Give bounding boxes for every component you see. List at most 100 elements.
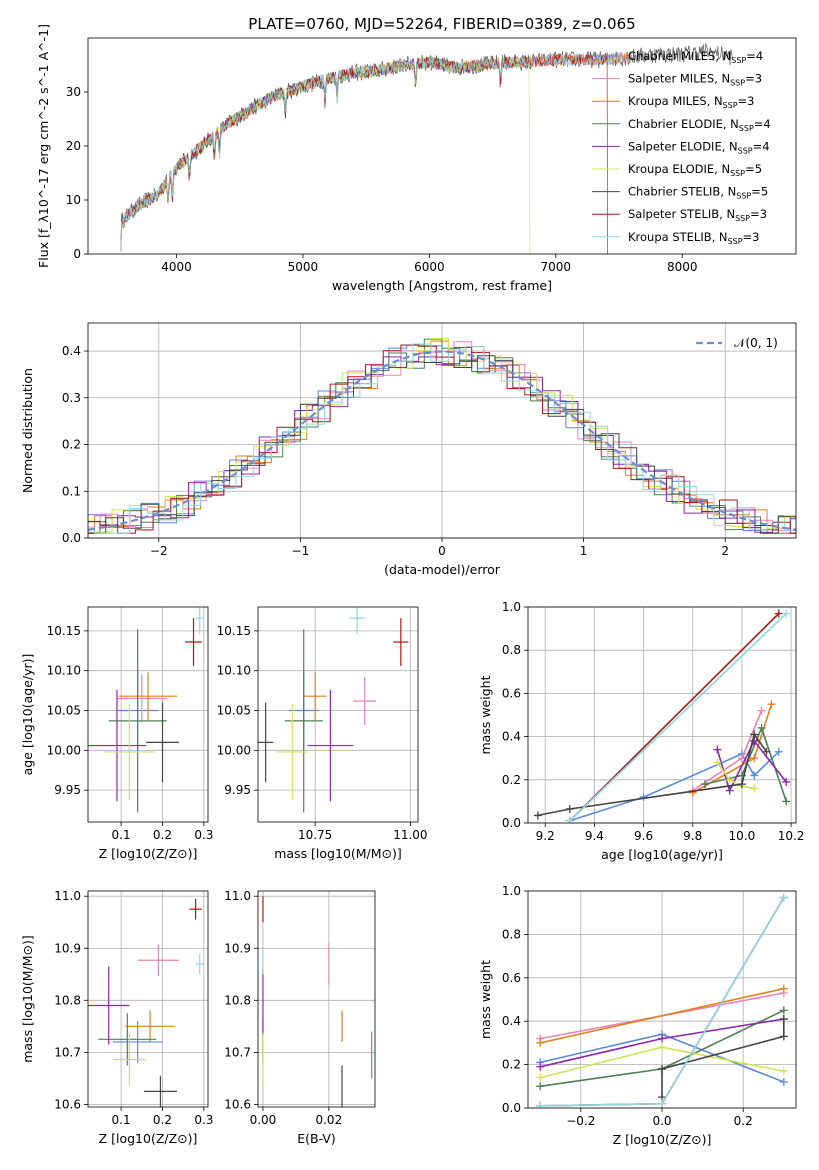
y-tick-label: 30 [66,85,81,99]
y-axis-label: mass weight [478,675,493,754]
legend-entry: Chabrier MILES, NSSP=4 [628,49,763,65]
y-tick-label: 0.4 [62,344,81,358]
weight-line-7 [569,612,780,822]
legend-entry: Kroupa STELIB, NSSP=3 [628,230,759,246]
weight-point-0 [750,771,759,780]
weight-point-6 [750,730,759,739]
x-axis-label: age [log10(age/yr)] [601,847,723,862]
y-tick-label: 1.0 [502,884,521,898]
weight-point-2 [536,1038,545,1047]
spectrum-line-3 [120,56,530,252]
x-tick-label: 6000 [414,260,445,274]
x-tick-label: 5000 [288,260,319,274]
y-tick-label: 11.0 [54,889,81,903]
x-tick-label: 9.8 [683,829,702,843]
y-axis-label: age [log10(age/yr)] [20,654,35,776]
legend: Chabrier MILES, NSSP=4 Salpeter MILES, NS… [592,49,771,246]
weight-point-5 [779,1067,788,1076]
y-tick-label: 10.15 [47,624,81,638]
y-tick-label: 9.95 [224,783,251,797]
y-tick-label: 10.05 [217,704,251,718]
weight-point-1 [757,706,766,715]
weight-point-3 [536,1082,545,1091]
x-axis-label: Z [log10(Z/Z⊙)] [613,1132,712,1147]
weight-point-4 [713,745,722,754]
weight-point-4 [536,1062,545,1071]
plot-area [258,607,409,813]
weight-point-4 [725,786,734,795]
legend-entry: Salpeter ELODIE, NSSP=4 [628,139,770,155]
panel-age_vs_Z: 0.1 0.2 0.3 9.95 10.00 10.05 10.10 10.15 Z [log1… [20,606,213,861]
y-tick-label: 0.4 [502,730,521,744]
y-tick-label: 10 [66,193,81,207]
legend-entry: Kroupa ELODIE, NSSP=5 [628,162,762,178]
x-tick-label: 4000 [161,260,192,274]
y-axis-label: mass weight [478,960,493,1039]
y-tick-label: 0.8 [502,643,521,657]
x-axis-label: wavelength [Angstrom, rest frame] [332,278,552,293]
weight-point-6 [779,1032,788,1041]
weight-point-2 [688,788,697,797]
legend-entry: Chabrier STELIB, NSSP=5 [628,185,768,201]
weight-line-2 [540,987,784,1044]
x-tick-label: −1 [292,544,310,558]
x-tick-label: −0.2 [566,1114,595,1128]
spectrum-line-4 [120,55,530,252]
weight-point-8 [536,1101,545,1108]
x-tick-label: 10.0 [729,829,756,843]
weight-point-7 [774,609,783,618]
x-tick-label: 0.2 [153,828,172,842]
y-tick-label: 9.95 [54,783,81,797]
y-tick-label: 0.1 [62,484,81,498]
y-tick-label: 10.00 [47,743,81,757]
x-tick-label: 0.2 [734,1114,753,1128]
weight-point-6 [658,1064,666,1073]
figure-title: PLATE=0760, MJD=52264, FIBERID=0389, z=0… [248,15,635,33]
weight-point-1 [737,754,746,763]
weight-point-5 [725,775,734,784]
y-tick-label: 11.0 [224,889,251,903]
x-tick-label: 0.1 [112,828,131,842]
y-tick-label: 0.0 [502,816,521,830]
y-tick-label: 10.6 [224,1097,251,1111]
weight-point-3 [782,797,791,806]
x-axis-label: E(B-V) [297,1131,336,1146]
x-tick-label: 0.1 [112,1113,131,1127]
x-tick-label: 11.00 [393,828,427,842]
gaussian-reference-line [88,350,796,531]
plot-frame [257,890,376,1108]
weight-point-5 [713,758,722,767]
weight-point-6 [779,1015,788,1024]
plot-frame [87,37,797,255]
weight-line-6 [537,732,768,817]
plot-frame [527,606,797,824]
y-tick-label: 0 [73,247,81,261]
plot-area [533,609,791,823]
weight-line-4 [716,739,787,793]
x-tick-label: 0.0 [652,1114,671,1128]
legend-entry: 𝒩(0, 1) [734,336,778,350]
weight-point-2 [767,700,776,709]
y-axis-label: mass [log10(M/M⊙)] [20,935,35,1063]
x-axis-label: (data-model)/error [384,562,501,577]
weight-point-5 [750,784,759,793]
y-tick-label: 0.2 [62,438,81,452]
legend-entry: Salpeter STELIB, NSSP=3 [628,207,767,223]
legend-entry: Kroupa MILES, NSSP=3 [628,94,754,110]
panel-age_vs_mass: 10.75 11.00 9.95 10.00 10.05 10.10 10.15 mass [… [217,606,428,861]
panel-mass_vs_ebv: 0.00 0.02 10.6 10.7 10.8 10.9 11.0 E(B-V) [224,889,376,1146]
y-tick-label: 10.10 [47,664,81,678]
y-tick-label: 10.8 [54,993,81,1007]
weight-point-2 [750,754,759,763]
x-tick-label: 0.3 [194,828,213,842]
panel-weight_vs_age: 9.2 9.4 9.6 9.8 10.0 10.2 0.0 0.2 0.4 0.6 0.8 1.0 ag… [478,600,804,862]
weight-point-8 [782,609,791,618]
weight-line-8 [569,612,787,822]
y-tick-label: 0.8 [502,927,521,941]
y-tick-label: 10.6 [54,1097,81,1111]
y-tick-label: 10.8 [224,993,251,1007]
x-tick-label: 2 [721,544,729,558]
plot-frame [257,606,419,823]
histogram-1 [88,341,796,534]
